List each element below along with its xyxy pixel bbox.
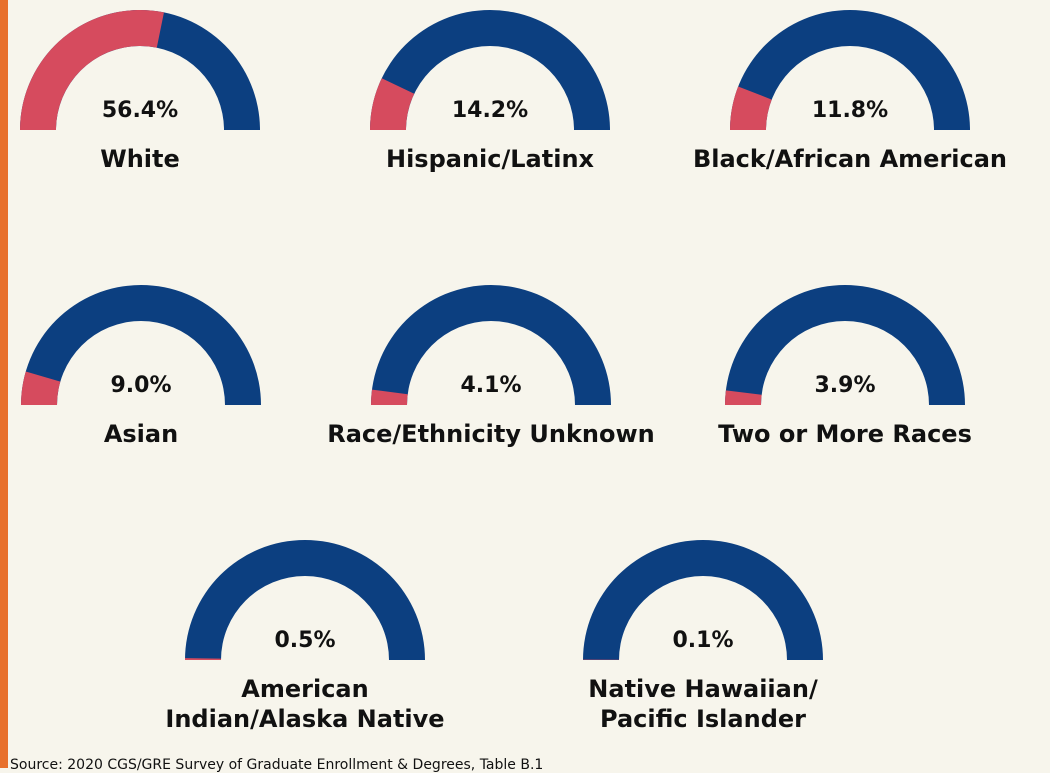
value-label: 4.1%	[411, 373, 571, 398]
value-label: 14.2%	[410, 98, 570, 123]
category-label: Native Hawaiian/ Pacific Islander	[503, 674, 903, 734]
value-label: 3.9%	[765, 373, 925, 398]
category-label: White	[0, 144, 340, 174]
source-note: Source: 2020 CGS/GRE Survey of Graduate …	[10, 757, 543, 773]
value-label: 0.1%	[623, 628, 783, 653]
value-label: 11.8%	[770, 98, 930, 123]
value-label: 56.4%	[60, 98, 220, 123]
category-label: American Indian/Alaska Native	[105, 674, 505, 734]
category-label: Two or More Races	[645, 419, 1045, 449]
category-label: Asian	[0, 419, 341, 449]
value-label: 9.0%	[61, 373, 221, 398]
value-label: 0.5%	[225, 628, 385, 653]
category-label: Race/Ethnicity Unknown	[291, 419, 691, 449]
category-label: Black/African American	[650, 144, 1050, 174]
category-label: Hispanic/Latinx	[290, 144, 690, 174]
